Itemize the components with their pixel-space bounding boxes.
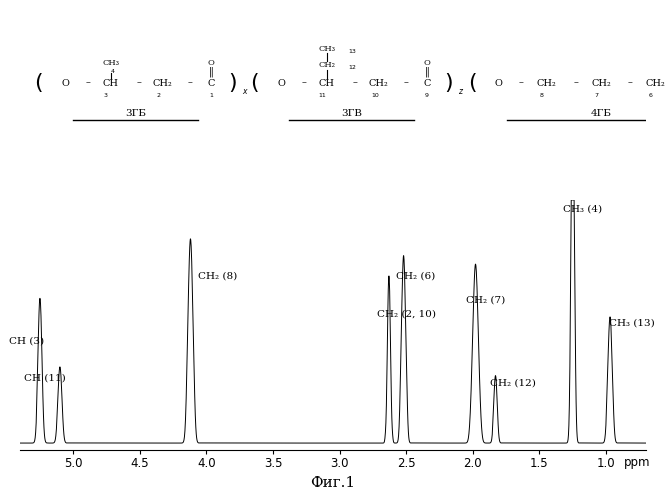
Text: z: z — [458, 88, 462, 96]
Text: O: O — [495, 78, 503, 88]
Text: 9: 9 — [425, 93, 429, 98]
Text: CH₂: CH₂ — [537, 78, 556, 88]
Text: ‖: ‖ — [424, 66, 430, 76]
Text: CH₂ (7): CH₂ (7) — [466, 295, 505, 304]
Text: 8: 8 — [539, 93, 543, 98]
Text: –: – — [301, 78, 306, 88]
Text: 12: 12 — [349, 65, 356, 70]
Text: CH (3): CH (3) — [9, 337, 44, 346]
Text: ): ) — [444, 73, 453, 93]
Text: CH₃ (13): CH₃ (13) — [609, 318, 655, 328]
Text: 6: 6 — [649, 93, 652, 98]
Text: 3ГБ: 3ГБ — [125, 109, 147, 118]
Text: Фиг.1: Фиг.1 — [310, 476, 356, 490]
Text: CH₂: CH₂ — [591, 78, 611, 88]
Text: 10: 10 — [371, 93, 379, 98]
Text: 1: 1 — [209, 93, 213, 98]
Text: ‖: ‖ — [208, 66, 213, 76]
Text: 7: 7 — [594, 93, 598, 98]
Text: CH₂ (8): CH₂ (8) — [198, 272, 238, 281]
Text: CH₂: CH₂ — [369, 78, 388, 88]
Text: (: ( — [468, 73, 477, 93]
Text: CH₂ (12): CH₂ (12) — [490, 378, 536, 388]
Text: CH₂ (2, 10): CH₂ (2, 10) — [377, 309, 436, 318]
Text: 11: 11 — [318, 93, 326, 98]
Text: CH₃: CH₃ — [103, 59, 119, 67]
Text: O: O — [277, 78, 285, 88]
Text: 2: 2 — [157, 93, 161, 98]
Text: CH: CH — [319, 78, 335, 88]
Text: x: x — [242, 88, 246, 96]
Text: –: – — [573, 78, 578, 88]
Text: CH₂: CH₂ — [645, 78, 665, 88]
Text: 3ГВ: 3ГВ — [341, 109, 362, 118]
Text: CH₃: CH₃ — [318, 45, 335, 53]
Text: CH₃ (4): CH₃ (4) — [563, 205, 603, 214]
Text: ): ) — [228, 73, 237, 93]
Text: CH (11): CH (11) — [23, 374, 65, 383]
Text: 4ГБ: 4ГБ — [591, 109, 611, 118]
Text: –: – — [628, 78, 633, 88]
Text: –: – — [137, 78, 141, 88]
Text: O: O — [61, 78, 69, 88]
Text: (: ( — [250, 73, 259, 93]
Text: (: ( — [35, 73, 43, 93]
Text: 3: 3 — [104, 93, 108, 98]
Text: C: C — [207, 78, 214, 88]
Text: CH₂: CH₂ — [318, 61, 335, 69]
Text: –: – — [352, 78, 358, 88]
Text: –: – — [519, 78, 524, 88]
Text: CH₂: CH₂ — [153, 78, 172, 88]
Text: CH: CH — [103, 78, 119, 88]
Text: 13: 13 — [349, 49, 356, 54]
Text: ppm: ppm — [623, 456, 650, 469]
Text: O: O — [208, 59, 214, 67]
Text: C: C — [423, 78, 431, 88]
Text: –: – — [188, 78, 192, 88]
Text: –: – — [404, 78, 409, 88]
Text: 4: 4 — [111, 69, 115, 74]
Text: CH₂ (6): CH₂ (6) — [396, 272, 435, 281]
Text: O: O — [424, 59, 430, 67]
Text: –: – — [85, 78, 90, 88]
